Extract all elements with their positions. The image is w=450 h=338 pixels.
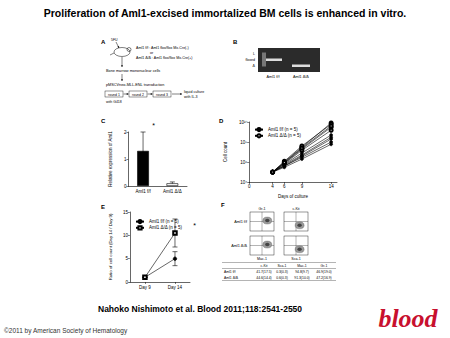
svg-text:round 2: round 2 bbox=[132, 93, 144, 97]
svg-text:with IL-3: with IL-3 bbox=[184, 95, 198, 99]
svg-text:Aml1 Δ/Δ: Aml1 Δ/Δ bbox=[163, 189, 182, 194]
svg-text:Nahoko Nishimoto et al. Blood: Nahoko Nishimoto et al. Blood 2011;118:2… bbox=[98, 304, 302, 314]
svg-text:c-Kit: c-Kit bbox=[261, 264, 268, 268]
svg-text:10⁴: 10⁴ bbox=[240, 180, 247, 185]
svg-text:L: L bbox=[253, 52, 255, 56]
svg-text:Aml1 f/f : Aml1 flox/flox Mx-C: Aml1 f/f : Aml1 flox/flox Mx-Cre(-) bbox=[136, 46, 189, 50]
svg-text:Day 14: Day 14 bbox=[168, 285, 183, 290]
svg-text:Sca-1: Sca-1 bbox=[291, 257, 300, 261]
svg-text:Aml1 f/f (n = 5): Aml1 f/f (n = 5) bbox=[149, 219, 179, 224]
svg-text:41.7(17.5): 41.7(17.5) bbox=[256, 270, 271, 274]
svg-text:Aml1 f/f (n = 5): Aml1 f/f (n = 5) bbox=[268, 127, 298, 132]
svg-text:9: 9 bbox=[301, 184, 304, 189]
svg-text:pMSCVneo-MLL-ENL transduction: pMSCVneo-MLL-ENL transduction bbox=[106, 83, 164, 87]
svg-text:Aml1 Δ/Δ: Aml1 Δ/Δ bbox=[231, 244, 247, 248]
svg-text:10⁸: 10⁸ bbox=[240, 140, 247, 145]
svg-text:E: E bbox=[101, 204, 105, 210]
svg-text:47.2(16.9): 47.2(16.9) bbox=[316, 276, 331, 280]
svg-text:Aml1 f/f: Aml1 f/f bbox=[267, 75, 281, 79]
svg-text:*: * bbox=[193, 222, 196, 229]
svg-text:Mac-1: Mac-1 bbox=[297, 264, 307, 268]
svg-text:blood: blood bbox=[378, 304, 438, 333]
svg-text:Aml1 f/f: Aml1 f/f bbox=[135, 189, 151, 194]
svg-text:91.3(10.0): 91.3(10.0) bbox=[294, 276, 309, 280]
svg-text:liquid culture: liquid culture bbox=[184, 90, 204, 94]
svg-text:Δ: Δ bbox=[253, 64, 256, 68]
svg-text:Gr-1: Gr-1 bbox=[321, 264, 328, 268]
svg-text:10⁶: 10⁶ bbox=[240, 160, 247, 165]
svg-text:Mac-1: Mac-1 bbox=[257, 257, 267, 261]
svg-text:Aml1 Δ/Δ (n = 5): Aml1 Δ/Δ (n = 5) bbox=[149, 225, 182, 230]
svg-text:Aml1 Δ/Δ: Aml1 Δ/Δ bbox=[293, 75, 309, 79]
svg-text:Cell count: Cell count bbox=[223, 141, 228, 162]
svg-text:C: C bbox=[101, 118, 106, 124]
svg-text:0.6(0.3): 0.6(0.3) bbox=[276, 276, 288, 280]
svg-text:round 1: round 1 bbox=[108, 93, 120, 97]
svg-text:0: 0 bbox=[124, 184, 127, 189]
svg-text:B: B bbox=[233, 39, 238, 45]
svg-text:1: 1 bbox=[124, 157, 127, 162]
svg-text:Relative expression of Aml1: Relative expression of Aml1 bbox=[108, 131, 113, 187]
svg-text:Day 9: Day 9 bbox=[139, 285, 151, 290]
svg-text:floxed: floxed bbox=[245, 58, 255, 62]
svg-text:Aml1 f/f: Aml1 f/f bbox=[234, 220, 248, 224]
svg-text:Ratio of cell count (Day 14 /: Ratio of cell count (Day 14 / Day 9) bbox=[108, 213, 113, 280]
svg-text:44.6(14.4): 44.6(14.4) bbox=[256, 276, 271, 280]
svg-text:14: 14 bbox=[329, 184, 335, 189]
svg-text:0: 0 bbox=[248, 184, 251, 189]
svg-text:46.9(19.0): 46.9(19.0) bbox=[316, 270, 331, 274]
svg-text:Gr-1: Gr-1 bbox=[258, 207, 265, 211]
svg-text:15: 15 bbox=[123, 210, 129, 215]
svg-text:94.8(9.7): 94.8(9.7) bbox=[295, 270, 309, 274]
svg-text:or: or bbox=[150, 51, 154, 55]
svg-text:Bone marrow mononuclear cells: Bone marrow mononuclear cells bbox=[106, 69, 160, 73]
svg-text:Days of culture: Days of culture bbox=[278, 194, 309, 199]
svg-text:D: D bbox=[219, 118, 224, 124]
svg-text:10¹⁰: 10¹⁰ bbox=[239, 120, 248, 125]
svg-text:Aml1 Δ/Δ: Aml1 Δ/Δ bbox=[224, 276, 239, 280]
svg-text:©2011 by American Society of H: ©2011 by American Society of Hematology bbox=[4, 327, 128, 335]
svg-text:4: 4 bbox=[271, 184, 274, 189]
svg-text:Proliferation of Aml1-excised: Proliferation of Aml1-excised immortaliz… bbox=[44, 7, 407, 19]
svg-text:5FU: 5FU bbox=[111, 38, 118, 42]
svg-text:Aml1 Δ/Δ (n = 5): Aml1 Δ/Δ (n = 5) bbox=[268, 133, 301, 138]
svg-text:10: 10 bbox=[123, 233, 129, 238]
svg-text:c-Kit: c-Kit bbox=[292, 207, 299, 211]
svg-text:*: * bbox=[152, 122, 155, 129]
svg-text:Sca-1: Sca-1 bbox=[278, 264, 287, 268]
svg-text:F: F bbox=[221, 202, 225, 208]
svg-text:0: 0 bbox=[125, 280, 128, 285]
svg-text:0.3(0.3): 0.3(0.3) bbox=[276, 270, 288, 274]
svg-text:round 3: round 3 bbox=[156, 93, 168, 97]
svg-text:5: 5 bbox=[125, 256, 128, 261]
svg-text:A: A bbox=[101, 39, 106, 45]
svg-text:Aml1 f/f: Aml1 f/f bbox=[224, 270, 236, 274]
svg-text:Aml1 Δ/Δ : Aml1 flox/flox Mx-C: Aml1 Δ/Δ : Aml1 flox/flox Mx-Cre(+) bbox=[136, 56, 192, 60]
svg-text:2: 2 bbox=[124, 130, 127, 135]
svg-text:6: 6 bbox=[283, 184, 286, 189]
svg-text:with G418: with G418 bbox=[106, 100, 122, 104]
